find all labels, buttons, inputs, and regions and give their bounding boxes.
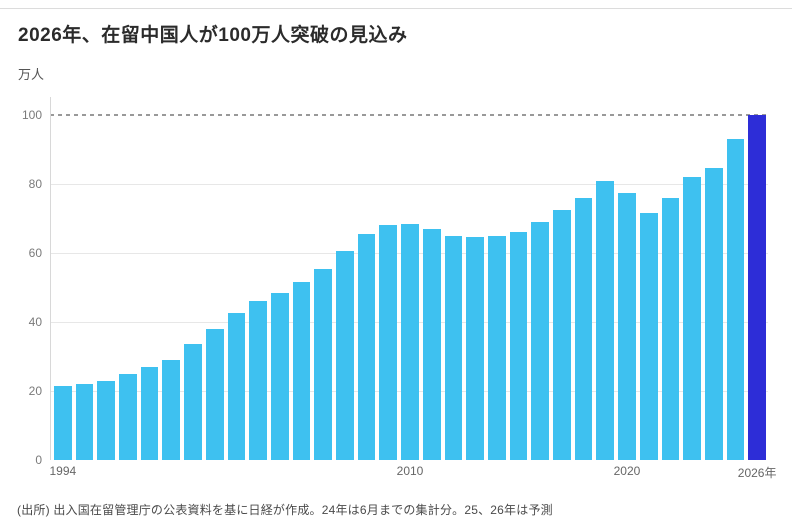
bar-2001 bbox=[205, 328, 224, 460]
source-note: (出所) 出入国在留管理庁の公表資料を基に日経が作成。24年は6月までの集計分。… bbox=[17, 503, 553, 517]
bar-2008 bbox=[357, 234, 376, 460]
y-axis-unit-label: 万人 bbox=[18, 67, 45, 82]
bar-2023 bbox=[683, 177, 701, 460]
y-tick-label-20: 20 bbox=[28, 384, 42, 398]
bar-2012 bbox=[444, 235, 463, 460]
chart-title: 2026年、在留中国人が100万人突破の見込み bbox=[18, 25, 408, 46]
gridline-80 bbox=[50, 184, 768, 185]
x-tick-label-1994: 1994 bbox=[49, 464, 77, 478]
y-tick-label-40: 40 bbox=[28, 315, 42, 329]
y-tick-label-60: 60 bbox=[28, 246, 42, 260]
bar-2016 bbox=[531, 221, 550, 460]
bar-1996 bbox=[97, 380, 116, 460]
bar-1998 bbox=[140, 366, 159, 460]
bar-1995 bbox=[75, 384, 94, 460]
y-tick-label-100: 100 bbox=[21, 108, 42, 122]
y-tick-label-80: 80 bbox=[28, 177, 42, 191]
bar-2011 bbox=[422, 228, 441, 460]
bar-2021 bbox=[639, 213, 658, 460]
bar-2005 bbox=[292, 282, 311, 460]
top-divider bbox=[0, 8, 792, 9]
bar-2007 bbox=[336, 251, 354, 460]
y-axis-line bbox=[50, 97, 51, 460]
bar-2024 bbox=[704, 168, 723, 460]
reference-line-100 bbox=[50, 114, 768, 116]
bar-2006 bbox=[314, 268, 333, 460]
bar-2020 bbox=[618, 192, 636, 460]
bar-2009 bbox=[379, 225, 398, 460]
bar-2022 bbox=[661, 197, 680, 460]
bar-2025 bbox=[726, 139, 745, 460]
bar-2014 bbox=[487, 235, 506, 460]
bar-2013 bbox=[466, 237, 484, 460]
bar-2019 bbox=[596, 180, 615, 460]
bar-2026 bbox=[748, 115, 766, 460]
bar-2018 bbox=[574, 197, 593, 460]
bar-1999 bbox=[162, 359, 181, 460]
x-tick-label-2020: 2020 bbox=[613, 464, 641, 478]
bar-1997 bbox=[119, 373, 137, 460]
bar-2004 bbox=[270, 292, 289, 460]
bar-2003 bbox=[249, 301, 267, 460]
bar-2002 bbox=[227, 313, 246, 460]
bar-2010 bbox=[401, 223, 419, 460]
x-tick-label-2026: 2026年 bbox=[737, 466, 777, 480]
x-tick-label-2010: 2010 bbox=[396, 464, 424, 478]
bar-2000 bbox=[184, 344, 202, 460]
bar-2017 bbox=[553, 209, 571, 460]
bar-1994 bbox=[54, 385, 72, 460]
y-tick-label-0: 0 bbox=[35, 453, 42, 467]
bar-2015 bbox=[509, 232, 528, 460]
